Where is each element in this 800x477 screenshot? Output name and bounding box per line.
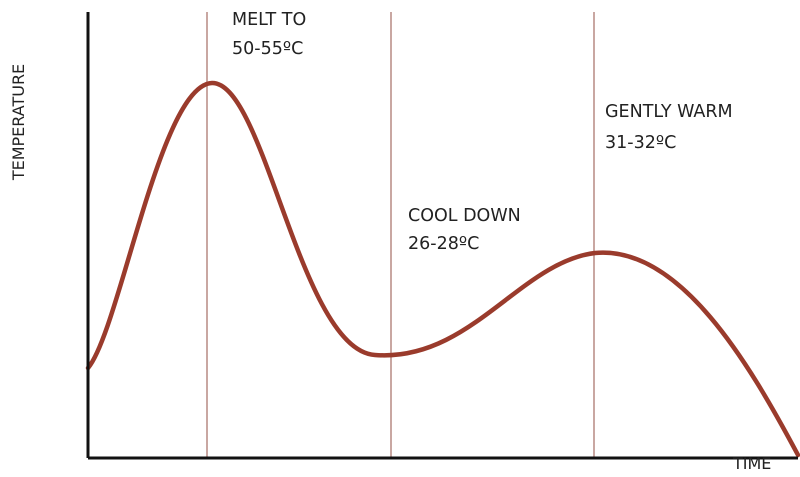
marker-label-melt-line-2: 50-55ºC (232, 39, 303, 59)
marker-label-warm-line-2: 31-32ºC (605, 133, 676, 153)
marker-label-warm-line-1: GENTLY WARM (605, 102, 733, 122)
marker-label-cool-line-2: 26-28ºC (408, 234, 479, 254)
y-axis-label: TEMPERATURE (9, 64, 28, 181)
marker-lines (206, 12, 595, 458)
marker-label-melt-line-1: MELT TO (232, 10, 306, 30)
x-axis-label: TIME (732, 454, 771, 473)
axes (86, 12, 798, 460)
temperature-curve (85, 80, 800, 458)
marker-label-cool-line-1: COOL DOWN (408, 206, 521, 226)
